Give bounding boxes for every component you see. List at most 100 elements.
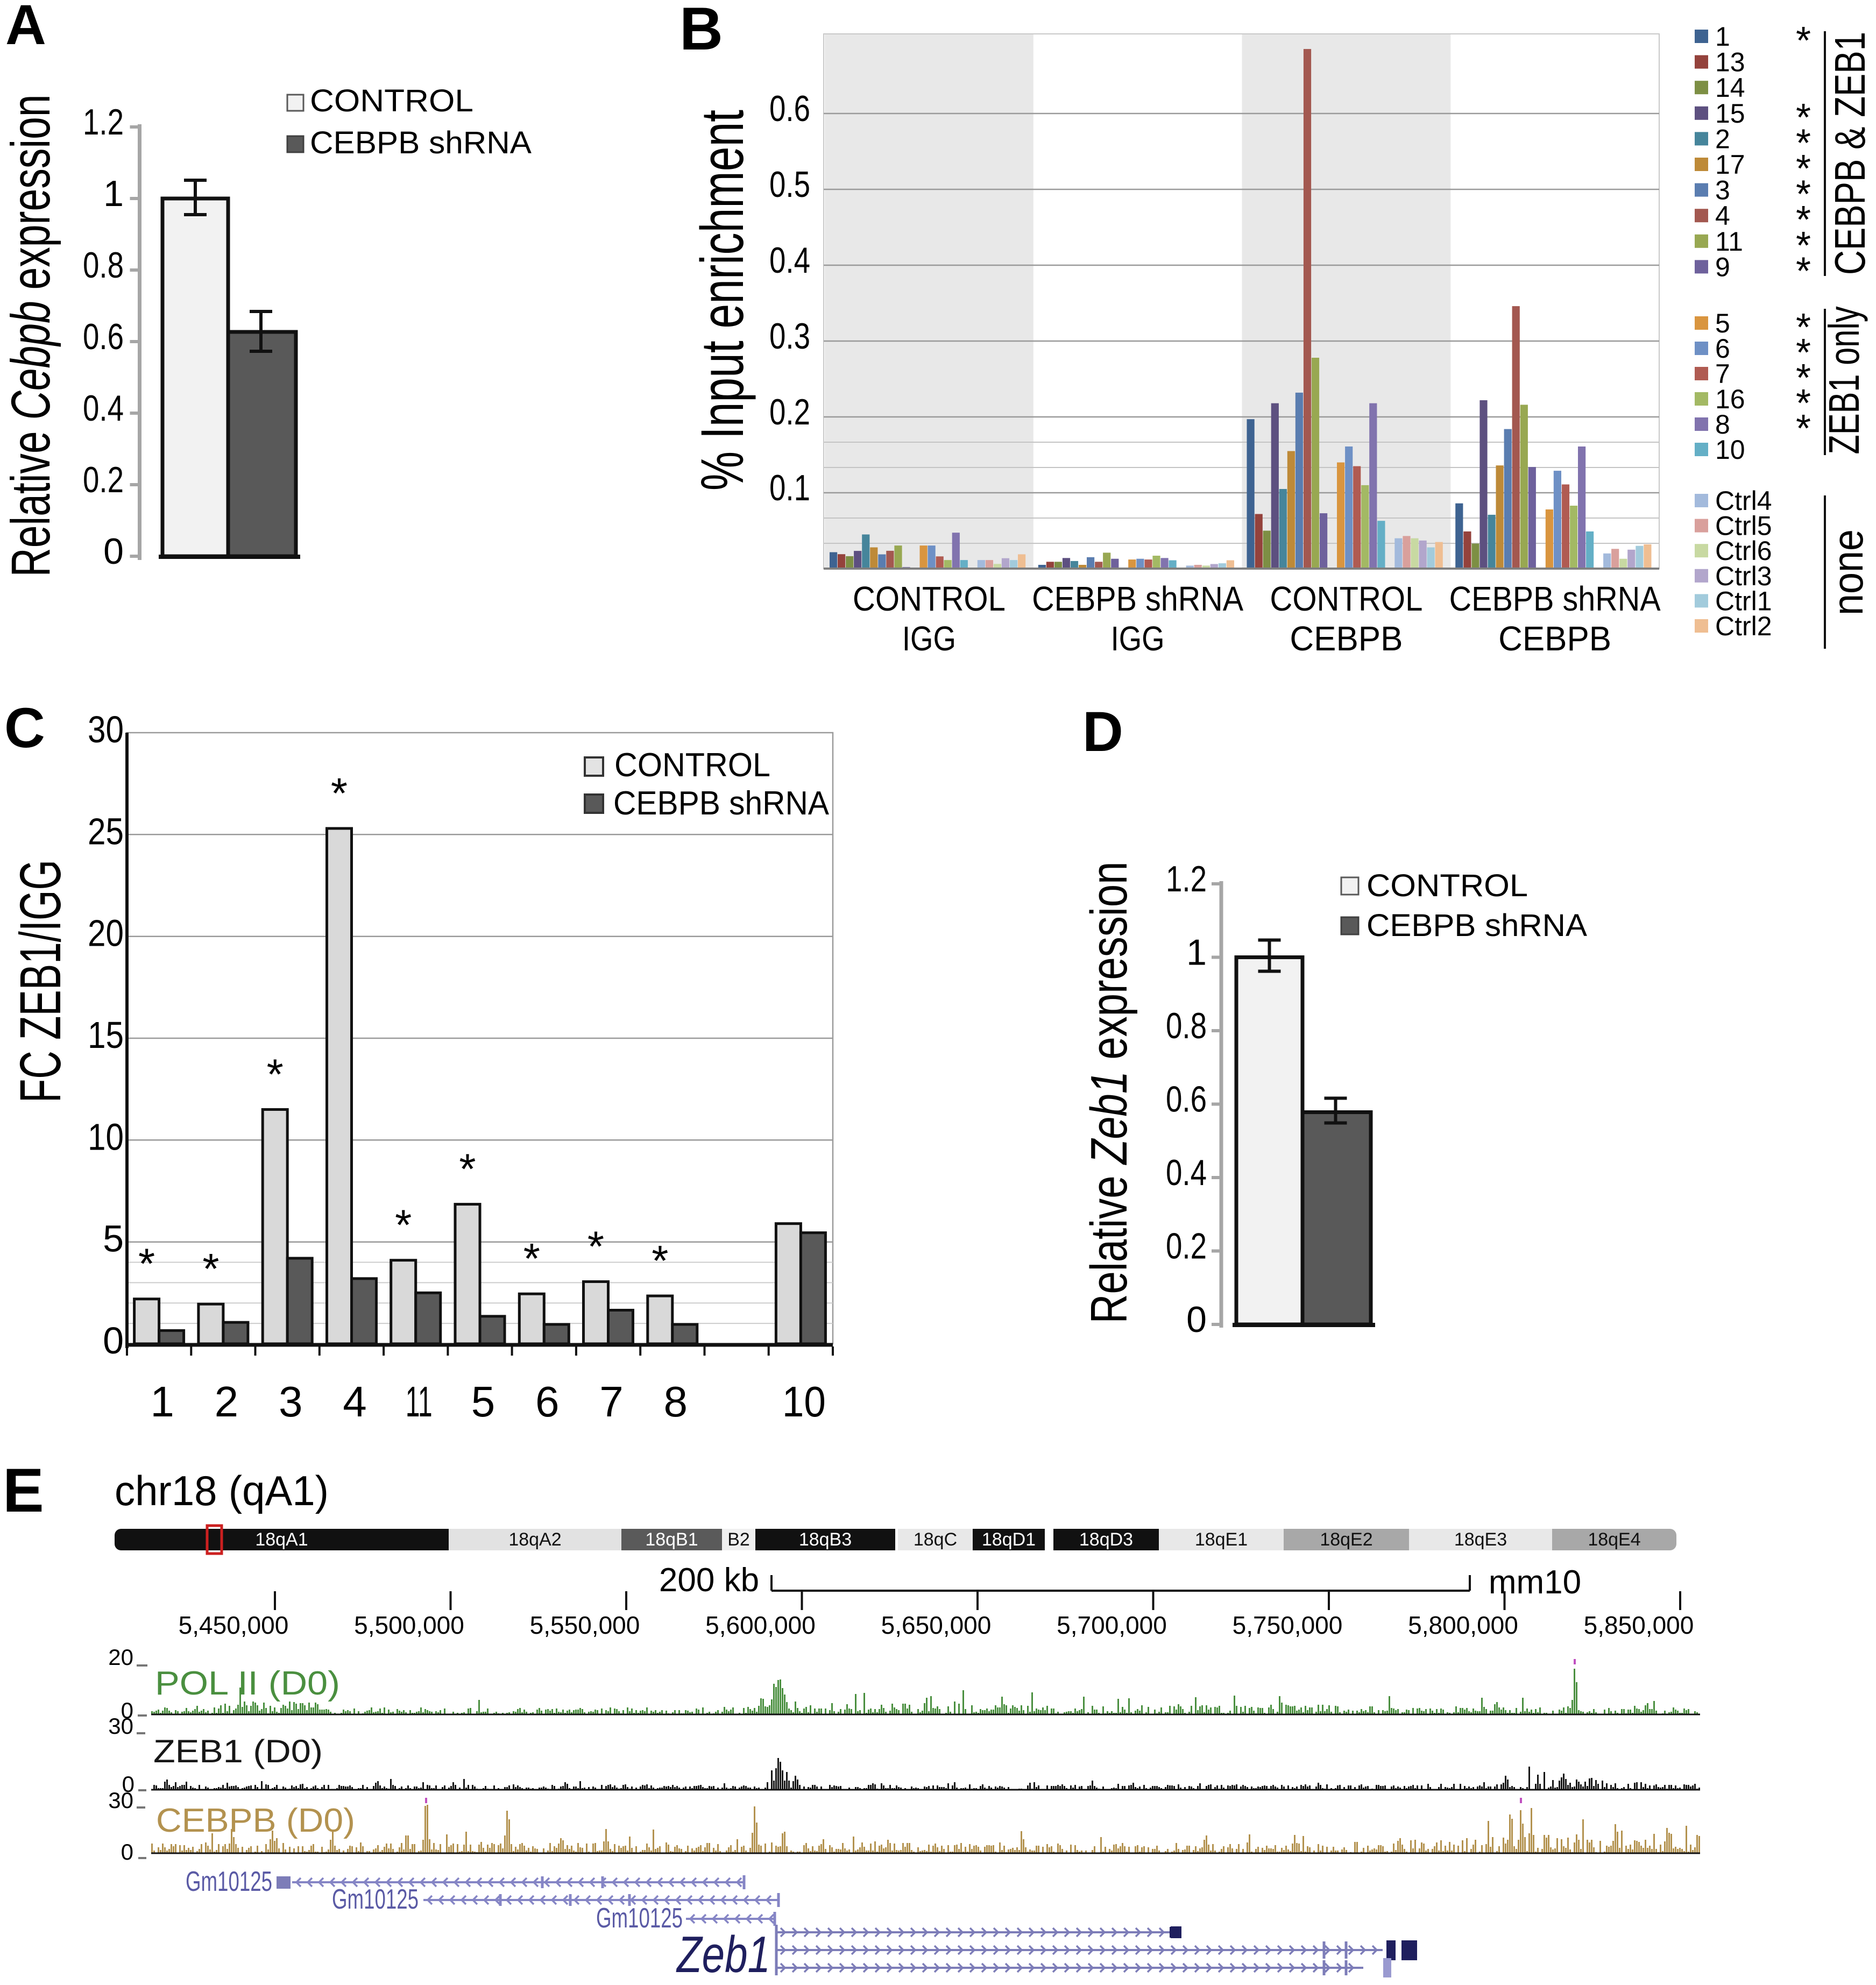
- svg-text:11: 11: [1715, 226, 1743, 257]
- svg-text:18qD3: 18qD3: [1079, 1529, 1133, 1550]
- svg-text:0.8: 0.8: [83, 245, 124, 286]
- svg-text:1: 1: [103, 173, 124, 214]
- svg-text:*: *: [1796, 122, 1811, 165]
- svg-text:3: 3: [1715, 175, 1730, 205]
- svg-text:CEBPB shRNA: CEBPB shRNA: [1367, 908, 1587, 943]
- svg-text:18qD1: 18qD1: [982, 1529, 1036, 1550]
- svg-text:0.4: 0.4: [83, 388, 124, 429]
- svg-text:Ctrl2: Ctrl2: [1715, 611, 1772, 641]
- svg-text:6: 6: [535, 1378, 560, 1426]
- svg-text:5,850,000: 5,850,000: [1584, 1611, 1694, 1639]
- svg-text:*: *: [1796, 331, 1811, 374]
- svg-text:B: B: [679, 0, 723, 62]
- svg-text:18qE3: 18qE3: [1454, 1529, 1507, 1550]
- svg-text:5,600,000: 5,600,000: [705, 1611, 816, 1639]
- svg-text:15: 15: [1715, 98, 1745, 129]
- svg-text:CONTROL: CONTROL: [853, 579, 1006, 618]
- svg-text:*: *: [1796, 224, 1811, 267]
- svg-text:*: *: [587, 1223, 604, 1271]
- svg-text:0.1: 0.1: [769, 467, 810, 508]
- svg-text:Ctrl3: Ctrl3: [1715, 561, 1772, 591]
- svg-text:25: 25: [88, 810, 124, 852]
- svg-text:0.2: 0.2: [769, 392, 810, 433]
- svg-text:5,500,000: 5,500,000: [354, 1611, 464, 1639]
- svg-text:5: 5: [1715, 308, 1730, 338]
- svg-text:7: 7: [1715, 359, 1730, 389]
- svg-text:*: *: [138, 1240, 155, 1288]
- svg-text:Gm10125: Gm10125: [332, 1884, 419, 1915]
- svg-text:6: 6: [1715, 334, 1730, 364]
- svg-text:C: C: [4, 697, 45, 760]
- svg-text:18qA1: 18qA1: [255, 1529, 308, 1550]
- svg-text:CEBPB (D0): CEBPB (D0): [156, 1802, 355, 1839]
- svg-text:0: 0: [122, 1771, 134, 1797]
- svg-text:1: 1: [1715, 22, 1730, 52]
- svg-text:1: 1: [1186, 932, 1207, 973]
- svg-text:5: 5: [471, 1378, 495, 1426]
- svg-text:CEBPB & ZEB1: CEBPB & ZEB1: [1826, 32, 1874, 275]
- svg-text:CONTROL: CONTROL: [310, 83, 473, 118]
- svg-text:0.2: 0.2: [83, 459, 124, 500]
- svg-text:18qB3: 18qB3: [799, 1529, 852, 1550]
- svg-text:Gm10125: Gm10125: [186, 1866, 272, 1897]
- svg-text:30: 30: [88, 708, 124, 750]
- svg-text:8: 8: [664, 1378, 688, 1426]
- svg-text:CEBPB shRNA: CEBPB shRNA: [1449, 579, 1661, 618]
- svg-text:*: *: [652, 1237, 668, 1285]
- svg-text:13: 13: [1715, 47, 1745, 77]
- svg-text:18qC: 18qC: [914, 1529, 957, 1550]
- svg-text:ZEB1 only: ZEB1 only: [1820, 307, 1868, 455]
- svg-text:0.2: 0.2: [1166, 1226, 1207, 1267]
- svg-text:11: 11: [406, 1378, 433, 1426]
- svg-text:*: *: [1796, 173, 1811, 216]
- svg-text:0: 0: [1186, 1299, 1207, 1340]
- svg-text:7: 7: [599, 1378, 624, 1426]
- svg-text:5,450,000: 5,450,000: [179, 1611, 289, 1639]
- svg-text:none: none: [1824, 529, 1872, 615]
- svg-text:0: 0: [121, 1839, 133, 1865]
- svg-text:2: 2: [1715, 124, 1730, 154]
- svg-text:*: *: [267, 1051, 284, 1098]
- svg-text:5,700,000: 5,700,000: [1057, 1611, 1167, 1639]
- svg-text:4: 4: [343, 1378, 367, 1426]
- svg-text:200 kb: 200 kb: [659, 1562, 759, 1599]
- svg-text:*: *: [1796, 96, 1811, 139]
- svg-text:D: D: [1082, 700, 1123, 763]
- svg-text:% Input enrichment: % Input enrichment: [689, 110, 756, 491]
- svg-text:Ctrl1: Ctrl1: [1715, 586, 1772, 616]
- svg-text:0.5: 0.5: [769, 164, 810, 205]
- svg-text:*: *: [523, 1235, 540, 1282]
- svg-text:2: 2: [215, 1378, 239, 1426]
- svg-text:CEBPB shRNA: CEBPB shRNA: [310, 125, 532, 160]
- svg-text:E: E: [3, 1456, 44, 1525]
- svg-text:9: 9: [1715, 252, 1730, 282]
- svg-text:18qA2: 18qA2: [508, 1529, 561, 1550]
- svg-text:*: *: [202, 1245, 219, 1293]
- svg-text:18qB1: 18qB1: [645, 1529, 698, 1550]
- svg-text:3: 3: [279, 1378, 303, 1426]
- svg-text:*: *: [395, 1201, 412, 1249]
- svg-text:*: *: [1796, 357, 1811, 400]
- svg-text:5: 5: [103, 1218, 124, 1260]
- svg-text:*: *: [331, 769, 348, 817]
- svg-text:CEBPB shRNA: CEBPB shRNA: [613, 785, 830, 822]
- svg-text:Relative Zeb1 expression: Relative Zeb1 expression: [1080, 862, 1138, 1324]
- svg-text:CEBPB: CEBPB: [1498, 619, 1611, 658]
- svg-text:chr18 (qA1): chr18 (qA1): [115, 1467, 329, 1514]
- svg-text:*: *: [1796, 19, 1811, 62]
- svg-text:IGG: IGG: [902, 619, 956, 658]
- svg-text:*: *: [1796, 250, 1811, 293]
- svg-text:30: 30: [108, 1713, 133, 1739]
- svg-text:0: 0: [121, 1698, 133, 1723]
- svg-text:20: 20: [88, 912, 124, 954]
- svg-text:Gm10125: Gm10125: [596, 1903, 683, 1934]
- svg-text:ZEB1 (D0): ZEB1 (D0): [153, 1733, 323, 1769]
- svg-text:mm10: mm10: [1489, 1564, 1581, 1601]
- svg-text:*: *: [1796, 407, 1811, 450]
- svg-text:17: 17: [1715, 150, 1745, 180]
- svg-text:0.6: 0.6: [1166, 1079, 1207, 1120]
- svg-text:0: 0: [103, 1320, 124, 1362]
- svg-text:8: 8: [1715, 409, 1730, 439]
- svg-text:IGG: IGG: [1111, 619, 1165, 658]
- svg-text:5,650,000: 5,650,000: [881, 1611, 992, 1639]
